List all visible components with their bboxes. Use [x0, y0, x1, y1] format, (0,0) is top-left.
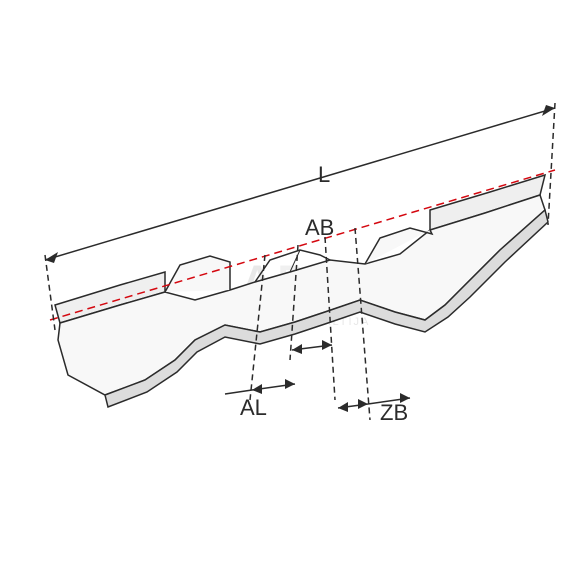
- label-ZB: ZB: [380, 400, 408, 426]
- label-AL: AL: [240, 395, 267, 421]
- technical-diagram: [0, 0, 588, 588]
- blade-body: [55, 175, 548, 407]
- label-L: L: [318, 162, 330, 188]
- label-AB: AB: [305, 215, 334, 241]
